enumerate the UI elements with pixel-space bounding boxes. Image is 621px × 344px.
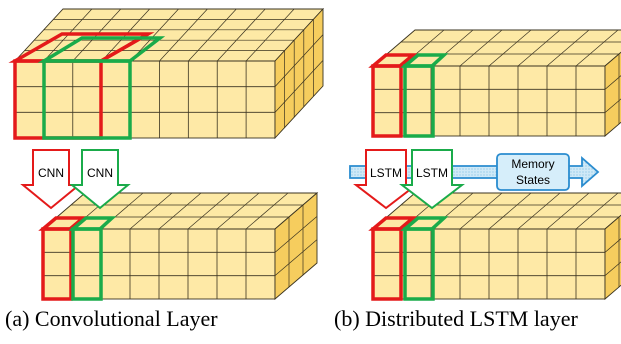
- green-output-column: [71, 227, 103, 301]
- memory-label-line2: States: [516, 173, 550, 187]
- panel-b-bottom-block: [371, 192, 621, 300]
- red-output-column: [41, 227, 73, 301]
- panel-a-bottom-block: [41, 192, 319, 300]
- panel-a-highlights: [8, 32, 166, 140]
- green-output-column-b: [403, 227, 435, 301]
- lstm-arrow-right: LSTM: [399, 149, 465, 210]
- panel-b-bottom-highlights: [368, 216, 449, 301]
- cnn-arrow-right: CNN: [69, 149, 131, 210]
- memory-states-arrow: Memory States: [349, 153, 600, 191]
- lstm-label-left: LSTM: [370, 166, 402, 180]
- green-kernel-box-front: [42, 59, 132, 140]
- caption-convolutional-layer: (a) Convolutional Layer: [5, 306, 218, 331]
- panel-b-top-block: [371, 29, 621, 137]
- lstm-arrow-left: LSTM: [353, 149, 419, 210]
- lstm-label-right: LSTM: [416, 166, 448, 180]
- memory-states-box: [496, 153, 570, 191]
- green-input-column: [403, 64, 435, 138]
- panel-a-top-block: [13, 7, 325, 140]
- panel-b-top-highlights: [368, 53, 449, 138]
- cnn-arrow-left: CNN: [20, 149, 82, 210]
- memory-label-line1: Memory: [511, 157, 554, 171]
- cnn-label-right: CNN: [87, 166, 113, 180]
- cnn-label-left: CNN: [38, 166, 64, 180]
- panel-a-bottom-highlights: [38, 216, 117, 301]
- red-output-column-b: [371, 227, 403, 301]
- red-input-column: [371, 64, 403, 138]
- caption-distributed-lstm-layer: (b) Distributed LSTM layer: [334, 306, 578, 331]
